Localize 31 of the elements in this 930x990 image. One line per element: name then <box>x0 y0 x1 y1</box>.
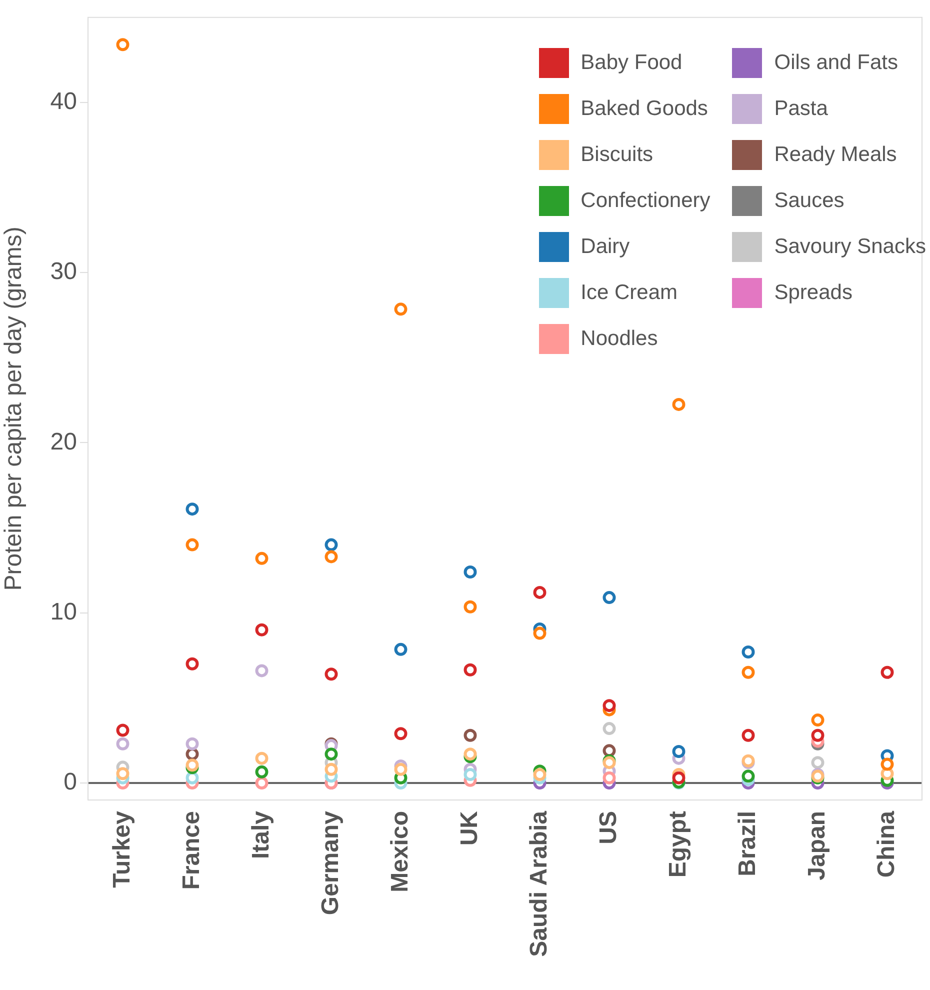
x-tick-label: US <box>594 811 622 844</box>
x-tick-label: China <box>872 810 900 878</box>
x-tick-label: France <box>178 811 205 890</box>
legend-label: Biscuits <box>580 143 654 167</box>
x-tick-label: Brazil <box>734 811 761 876</box>
y-tick-label: 0 <box>64 768 77 796</box>
legend-label: Baked Goods <box>580 97 708 121</box>
x-tick-label: UK <box>456 810 483 846</box>
legend-label: Pasta <box>774 97 828 121</box>
legend-label: Noodles <box>580 327 658 351</box>
legend-label: Sauces <box>774 189 844 213</box>
legend-label: Oils and Fats <box>774 51 898 75</box>
x-tick-label: Italy <box>247 810 274 860</box>
legend-label: Baby Food <box>580 51 682 75</box>
x-tick-label: Japan <box>803 811 830 880</box>
legend-label: Spreads <box>774 281 852 305</box>
y-tick-label: 20 <box>50 428 77 456</box>
x-tick-label: Germany <box>316 810 344 916</box>
y-tick-label: 30 <box>50 258 77 286</box>
x-tick-label: Turkey <box>108 810 136 888</box>
y-tick-label: 10 <box>50 598 77 626</box>
legend-label: Confectionery <box>580 189 710 213</box>
legend-label: Dairy <box>580 235 630 259</box>
y-tick-label: 40 <box>50 88 77 116</box>
x-tick-label: Mexico <box>386 811 414 892</box>
x-tick-label: Egypt <box>664 810 692 878</box>
legend-label: Ready Meals <box>774 143 897 167</box>
x-tick-label: Saudi Arabia <box>525 810 552 957</box>
legend-label: Ice Cream <box>580 281 678 305</box>
legend-label: Savoury Snacks <box>774 235 926 259</box>
y-axis-title: Protein per capita per day (grams) <box>0 226 28 591</box>
